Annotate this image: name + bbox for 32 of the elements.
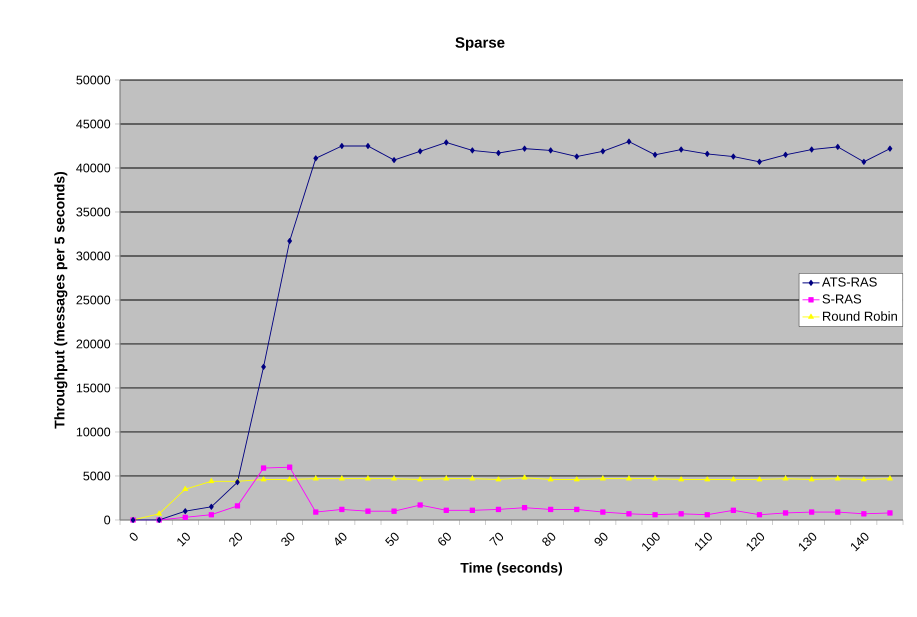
x-tick-label: 40 xyxy=(335,532,346,546)
y-tick-label: 5000 xyxy=(83,472,110,480)
x-tick-label: 110 xyxy=(695,532,712,551)
x-tick-label: 0 xyxy=(130,532,138,541)
x-tick-label: 130 xyxy=(798,532,816,552)
x-tick-label: 10 xyxy=(177,532,190,546)
legend-label: S-RAS xyxy=(822,294,862,304)
y-tick-label: 15000 xyxy=(76,384,110,392)
x-tick-label: 50 xyxy=(385,532,399,546)
y-tick-label: 10000 xyxy=(76,428,110,436)
x-tick-label: 140 xyxy=(851,532,868,552)
y-tick-label: 25000 xyxy=(76,296,110,304)
y-tick-label: 35000 xyxy=(76,208,110,216)
y-tick-label: 40000 xyxy=(76,164,110,172)
x-tick-label: 20 xyxy=(229,532,242,547)
legend-label: Round Robin xyxy=(823,311,897,321)
x-tick-label: 120 xyxy=(746,532,764,552)
y-tick-label: 20000 xyxy=(76,340,110,348)
legend-label: ATS-RAS xyxy=(822,277,877,287)
y-axis-title: Throughput (messages per 5 seconds) xyxy=(54,172,68,429)
x-tick-label: 90 xyxy=(594,532,608,546)
y-tick-label: 45000 xyxy=(76,120,110,128)
x-axis-title: Time (seconds) xyxy=(460,562,562,576)
x-tick-label: 60 xyxy=(438,532,451,546)
y-tick-label: 30000 xyxy=(76,252,110,260)
x-tick-label: 80 xyxy=(542,532,556,546)
x-tick-label: 30 xyxy=(281,532,294,546)
chart-title: Sparse xyxy=(455,37,504,51)
y-tick-label: 50000 xyxy=(76,76,110,84)
y-tick-label: 0 xyxy=(104,516,110,524)
x-tick-label: 100 xyxy=(642,532,660,552)
x-tick-label: 70 xyxy=(489,532,504,546)
